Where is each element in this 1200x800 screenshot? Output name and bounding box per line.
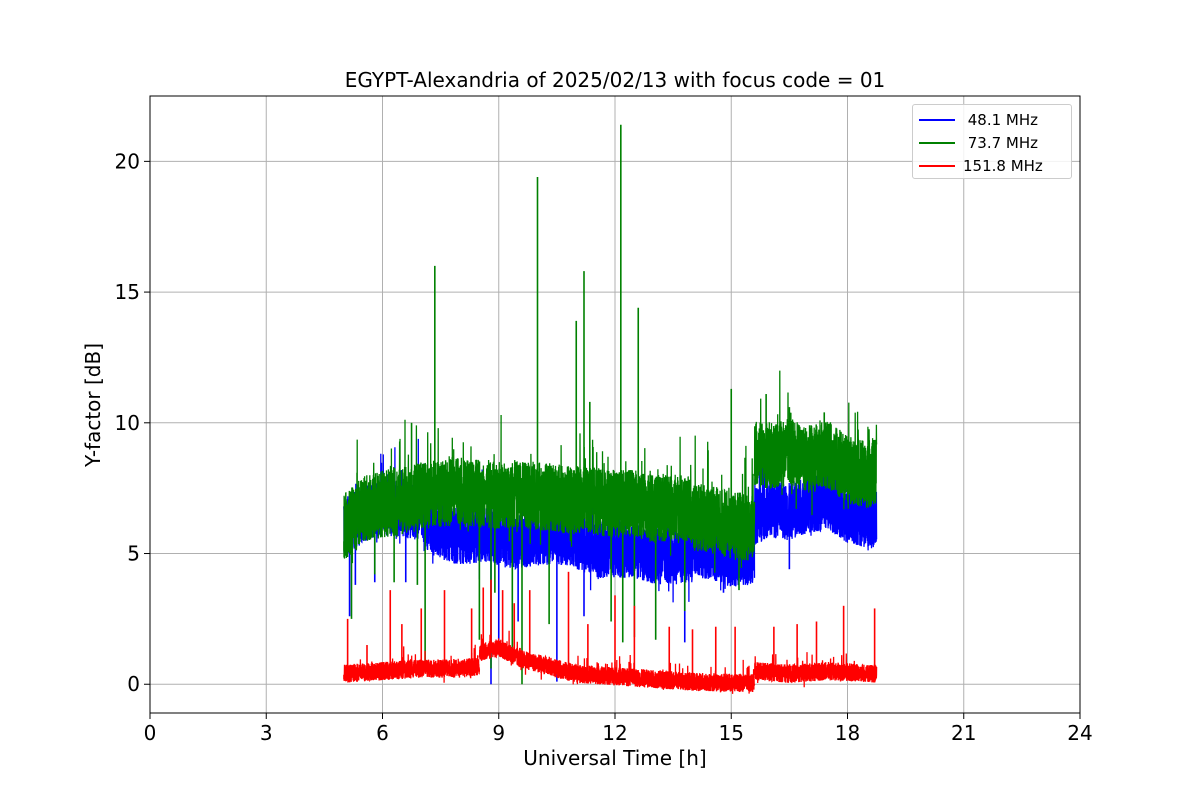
legend-swatch [919, 141, 955, 144]
legend-item-151-8-mhz: 151.8 MHz [919, 154, 1043, 177]
x-tick-label: 9 [492, 721, 505, 745]
legend-swatch [919, 164, 955, 167]
x-tick-label: 18 [835, 721, 860, 745]
legend-item-48-1-mhz: 48.1 MHz [919, 108, 1038, 131]
x-tick-label: 24 [1067, 721, 1092, 745]
y-tick-label: 10 [115, 411, 140, 435]
chart-title: EGYPT-Alexandria of 2025/02/13 with focu… [344, 68, 886, 92]
x-tick-label: 3 [260, 721, 273, 745]
y-tick-label: 20 [115, 149, 140, 173]
y-axis-label: Y-factor [dB] [81, 342, 105, 468]
legend: 48.1 MHz 73.7 MHz 151.8 MHz [912, 104, 1072, 179]
x-tick-label: 21 [951, 721, 976, 745]
x-tick-label: 0 [144, 721, 157, 745]
legend-label: 73.7 MHz [963, 133, 1039, 152]
x-axis-label: Universal Time [h] [523, 746, 707, 770]
legend-label: 48.1 MHz [963, 110, 1039, 129]
legend-swatch [919, 118, 955, 121]
y-tick-label: 5 [127, 542, 140, 566]
y-tick-label: 0 [127, 672, 140, 696]
legend-item-73-7-mhz: 73.7 MHz [919, 131, 1038, 154]
x-tick-label: 15 [719, 721, 744, 745]
series-line [343, 630, 878, 694]
y-tick-label: 15 [115, 280, 140, 304]
x-tick-label: 6 [376, 721, 389, 745]
legend-label: 151.8 MHz [963, 156, 1043, 175]
x-tick-label: 12 [602, 721, 627, 745]
